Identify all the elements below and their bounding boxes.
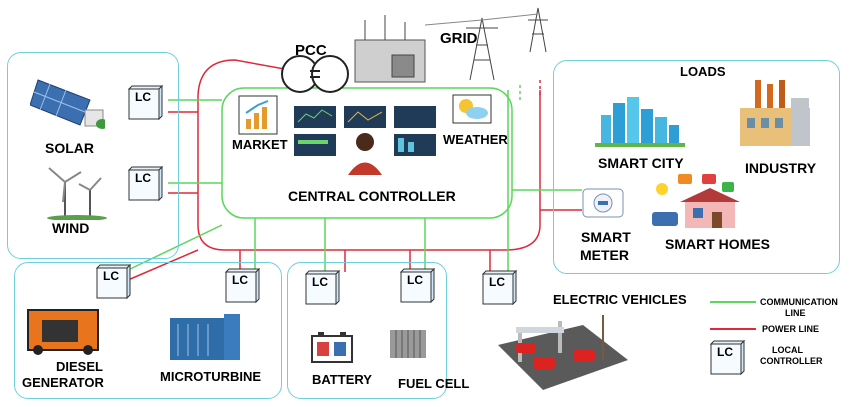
market-label: MARKET: [232, 137, 288, 152]
grid-label: GRID: [440, 30, 478, 47]
lc-wind: LC: [128, 166, 164, 202]
legend-lines: [710, 301, 756, 330]
lc-battery-label: LC: [312, 275, 328, 289]
lc-ev-label: LC: [489, 275, 505, 289]
weather-label: WEATHER: [443, 132, 508, 147]
legend-lc-label: LC: [717, 345, 733, 359]
battery-icon: [311, 332, 353, 363]
legend-communication-text-2: LINE: [785, 308, 806, 318]
storage-panel: [287, 262, 447, 399]
smart-meter-label-1: SMART: [581, 229, 631, 245]
solar-label: SOLAR: [45, 140, 94, 156]
fuel-cell-label: FUEL CELL: [398, 376, 470, 391]
solar-panel-icon: [30, 79, 105, 129]
lc-solar-label: LC: [135, 90, 151, 104]
loads-label: LOADS: [680, 64, 726, 79]
lc-microturbine: LC: [225, 268, 261, 304]
legend-communication-text-1: COMMUNICATION: [760, 297, 838, 307]
pcc-symbol: [281, 55, 349, 93]
lc-fuel-cell: LC: [400, 268, 436, 304]
grid-substation-icon: [354, 7, 548, 83]
lc-ev: LC: [482, 270, 518, 306]
wind-label: WIND: [52, 220, 90, 236]
lc-fuel-cell-label: LC: [407, 273, 423, 287]
smart-homes-icon: [652, 174, 740, 228]
lc-wind-label: LC: [135, 171, 151, 185]
power-loop: [197, 59, 541, 251]
industry-label: INDUSTRY: [745, 160, 817, 176]
wind-turbine-icon: [47, 167, 107, 220]
smart-meter-icon: [582, 188, 624, 218]
electric-vehicles-label: ELECTRIC VEHICLES: [553, 292, 687, 307]
pcc-label: PCC: [295, 42, 327, 59]
generation-panel: [7, 52, 179, 259]
smart-city-icon: [595, 97, 685, 147]
smart-meter-label-2: METER: [580, 247, 629, 263]
legend-local-controller-text-2: CONTROLLER: [760, 356, 823, 366]
control-room-icon: [294, 106, 436, 175]
microturbine-label: MICROTURBINE: [160, 369, 262, 384]
legend-local-controller-text-1: LOCAL: [772, 345, 803, 355]
weather-icon: [452, 94, 492, 124]
lc-diesel: LC: [96, 264, 132, 300]
battery-label: BATTERY: [312, 372, 372, 387]
lc-diesel-label: LC: [103, 269, 119, 283]
ev-charging-icon: [498, 315, 628, 390]
central-controller-frame: [221, 87, 513, 219]
smart-homes-label: SMART HOMES: [665, 236, 770, 252]
legend-lc: LC: [710, 340, 746, 376]
dispatchable-panel: [14, 262, 282, 399]
diesel-label-2: GENERATOR: [22, 375, 104, 390]
smart-city-label: SMART CITY: [598, 155, 684, 171]
legend-power-text: POWER LINE: [762, 324, 820, 334]
loads-panel: [553, 60, 840, 274]
diesel-label-1: DIESEL: [56, 359, 103, 374]
market-icon: [238, 95, 278, 135]
lc-battery: LC: [305, 270, 341, 306]
industry-icon: [740, 80, 810, 146]
lc-microturbine-label: LC: [232, 273, 248, 287]
lc-solar: LC: [128, 85, 164, 121]
diesel-generator-icon: [27, 309, 99, 355]
fuel-cell-icon: [390, 330, 426, 358]
microturbine-icon: [170, 314, 240, 360]
central-controller-label: CENTRAL CONTROLLER: [288, 188, 456, 204]
